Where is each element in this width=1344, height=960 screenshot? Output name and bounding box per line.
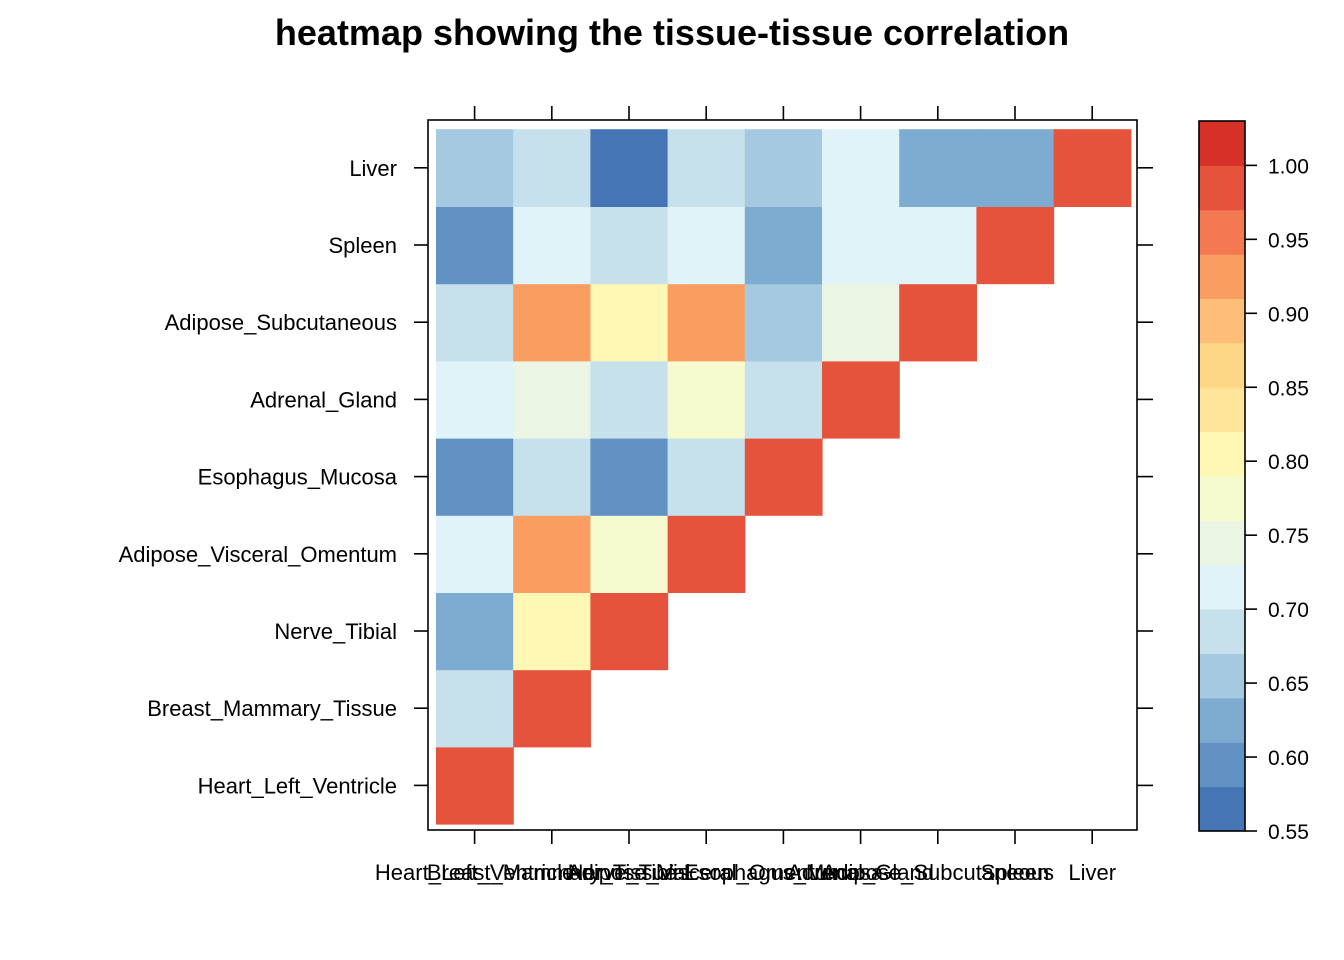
colorbar-tick-label: 0.75: [1268, 525, 1309, 548]
colorbar: 0.55 0.60 0.65 0.70 0.75 0.80 0.85 0.90 0.95 1.00: [1198, 120, 1309, 844]
colorbar-swatch: [1199, 476, 1245, 521]
colorbar-tick-label: 0.80: [1268, 451, 1309, 474]
x-tick-label: Adipose_Subcutaneous: [822, 860, 1054, 885]
heatmap-cells: [436, 129, 1132, 825]
heatmap-cell-Heart_Left_Ventricle-Heart_Left_Ventricle: [436, 746, 514, 825]
x-tick-label: Esophagus_Mucosa: [684, 860, 884, 885]
y-tick-label: Esophagus_Mucosa: [198, 465, 398, 490]
colorbar-tick-label: 0.85: [1268, 377, 1309, 400]
heatmap-cell-Spleen-Adipose_Visceral_Omentum: [667, 206, 746, 285]
colorbar-swatch: [1199, 609, 1245, 655]
heatmap-cell-Liver-Spleen: [976, 129, 1055, 207]
heatmap-cell-Adipose_Subcutaneous-Breast_Mammary_Tissue: [513, 283, 591, 362]
heatmap-cell-Spleen-Spleen: [976, 206, 1055, 285]
heatmap-cell-Spleen-Breast_Mammary_Tissue: [513, 206, 591, 285]
heatmap-cell-Spleen-Heart_Left_Ventricle: [436, 206, 514, 285]
colorbar-swatch: [1199, 209, 1245, 255]
heatmap-cell-Adipose_Subcutaneous-Adipose_Subcutaneous: [899, 283, 977, 362]
y-tick-label: Heart_Left_Ventricle: [198, 773, 397, 798]
heatmap-cell-Adipose_Subcutaneous-Esophagus_Mucosa: [744, 283, 823, 362]
colorbar-swatch: [1199, 520, 1245, 566]
heatmap-cell-Adrenal_Gland-Heart_Left_Ventricle: [436, 360, 514, 439]
heatmap-cell-Adipose_Visceral_Omentum-Nerve_Tibial: [590, 515, 669, 593]
colorbar-tick-label: 0.95: [1268, 229, 1309, 252]
colorbar-swatch: [1199, 564, 1245, 610]
heatmap-cell-Adrenal_Gland-Adrenal_Gland: [822, 360, 900, 439]
heatmap-cell-Adrenal_Gland-Breast_Mammary_Tissue: [513, 360, 591, 439]
colorbar-swatch: [1199, 254, 1245, 299]
colorbar-tick-label: 0.90: [1268, 303, 1309, 326]
heatmap-cell-Liver-Liver: [1053, 129, 1132, 207]
heatmap-cell-Nerve_Tibial-Breast_Mammary_Tissue: [513, 592, 591, 671]
heatmap-cell-Spleen-Adrenal_Gland: [822, 206, 900, 285]
heatmap-cell-Esophagus_Mucosa-Nerve_Tibial: [590, 438, 669, 516]
colorbar-tick-label: 0.60: [1268, 747, 1309, 770]
heatmap-cell-Adipose_Subcutaneous-Adipose_Visceral_Omentum: [667, 283, 746, 362]
x-tick-label: Adrenal_Gland: [787, 860, 934, 885]
heatmap-cell-Liver-Adrenal_Gland: [822, 129, 900, 207]
heatmap-cell-Breast_Mammary_Tissue-Heart_Left_Ventricle: [436, 669, 514, 748]
y-axis-labels: Heart_Left_Ventricle Breast_Mammary_Tissu…: [119, 156, 398, 799]
heatmap-cell-Adipose_Visceral_Omentum-Adipose_Visceral_Omentum: [667, 515, 746, 593]
x-axis-labels: Heart_Left_VentricleBreast_Mammary_Tissu…: [375, 860, 1116, 885]
heatmap-cell-Esophagus_Mucosa-Heart_Left_Ventricle: [436, 438, 514, 516]
heatmap-cell-Esophagus_Mucosa-Esophagus_Mucosa: [744, 438, 823, 516]
heatmap-cell-Adrenal_Gland-Adipose_Visceral_Omentum: [667, 360, 746, 439]
heatmap-cell-Liver-Nerve_Tibial: [590, 129, 669, 207]
heatmap-cell-Liver-Adipose_Visceral_Omentum: [667, 129, 746, 207]
heatmap-cell-Liver-Adipose_Subcutaneous: [899, 129, 977, 207]
y-tick-label: Adipose_Subcutaneous: [165, 310, 397, 335]
heatmap-cell-Adipose_Subcutaneous-Adrenal_Gland: [822, 283, 900, 362]
y-tick-label: Nerve_Tibial: [274, 619, 397, 644]
colorbar-swatch: [1199, 387, 1245, 433]
x-tick-label: Breast_Mammary_Tissue: [427, 860, 677, 885]
heatmap-cell-Spleen-Adipose_Subcutaneous: [899, 206, 977, 285]
y-tick-label: Spleen: [328, 233, 397, 258]
heatmap-cell-Adrenal_Gland-Esophagus_Mucosa: [744, 360, 823, 439]
heatmap-cell-Adipose_Visceral_Omentum-Heart_Left_Ventricle: [436, 515, 514, 593]
y-tick-label: Liver: [349, 156, 397, 181]
x-tick-label: Adipose_Visceral_Omentum: [567, 860, 845, 885]
colorbar-swatch: [1199, 342, 1245, 388]
heatmap-cell-Adipose_Visceral_Omentum-Breast_Mammary_Tissue: [513, 515, 591, 593]
heatmap-cell-Liver-Breast_Mammary_Tissue: [513, 129, 591, 207]
colorbar-swatch: [1199, 742, 1245, 788]
heatmap-cell-Adrenal_Gland-Nerve_Tibial: [590, 360, 669, 439]
x-tick-label: Spleen: [981, 860, 1050, 885]
y-tick-label: Breast_Mammary_Tissue: [147, 696, 397, 721]
colorbar-tick-label: 0.55: [1268, 821, 1309, 844]
plot-frame: [427, 119, 1138, 831]
y-tick-label: Adipose_Visceral_Omentum: [119, 542, 397, 567]
heatmap-cell-Liver-Heart_Left_Ventricle: [436, 129, 514, 207]
heatmap-cell-Spleen-Esophagus_Mucosa: [744, 206, 823, 285]
heatmap-cell-Esophagus_Mucosa-Breast_Mammary_Tissue: [513, 438, 591, 516]
colorbar-tick-label: 1.00: [1268, 155, 1309, 178]
heatmap-cell-Nerve_Tibial-Heart_Left_Ventricle: [436, 592, 514, 671]
y-tick-label: Adrenal_Gland: [250, 387, 397, 412]
colorbar-tick-label: 0.70: [1268, 599, 1309, 622]
colorbar-swatch: [1199, 697, 1245, 743]
colorbar-swatch: [1199, 165, 1245, 211]
heatmap-cell-Breast_Mammary_Tissue-Breast_Mammary_Tissue: [513, 669, 591, 748]
heatmap-cell-Esophagus_Mucosa-Adipose_Visceral_Omentum: [667, 438, 746, 516]
x-tick-label: Heart_Left_Ventricle: [375, 860, 574, 885]
x-tick-label: Nerve_Tibial: [568, 860, 691, 885]
axis-ticks: [414, 106, 1153, 844]
colorbar-swatch: [1199, 431, 1245, 477]
heatmap-cell-Spleen-Nerve_Tibial: [590, 206, 669, 285]
heatmap-cell-Adipose_Subcutaneous-Heart_Left_Ventricle: [436, 283, 514, 362]
x-tick-label: Liver: [1068, 860, 1116, 885]
colorbar-swatch: [1199, 653, 1245, 699]
heatmap-cell-Liver-Esophagus_Mucosa: [744, 129, 823, 207]
chart-title: heatmap showing the tissue-tissue correl…: [275, 12, 1069, 53]
colorbar-frame: [1198, 120, 1246, 832]
colorbar-swatch: [1199, 786, 1245, 832]
heatmap-cell-Nerve_Tibial-Nerve_Tibial: [590, 592, 669, 671]
heatmap-cell-Adipose_Subcutaneous-Nerve_Tibial: [590, 283, 669, 362]
colorbar-swatch: [1199, 121, 1245, 166]
colorbar-tick-label: 0.65: [1268, 673, 1309, 696]
colorbar-swatch: [1199, 298, 1245, 344]
